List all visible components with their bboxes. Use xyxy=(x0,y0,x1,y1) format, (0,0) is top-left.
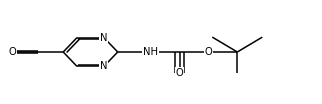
Text: NH: NH xyxy=(143,47,158,57)
Text: O: O xyxy=(204,47,212,57)
Text: O: O xyxy=(8,47,16,57)
Text: N: N xyxy=(100,61,108,71)
Text: O: O xyxy=(176,67,184,77)
Text: N: N xyxy=(100,33,108,43)
